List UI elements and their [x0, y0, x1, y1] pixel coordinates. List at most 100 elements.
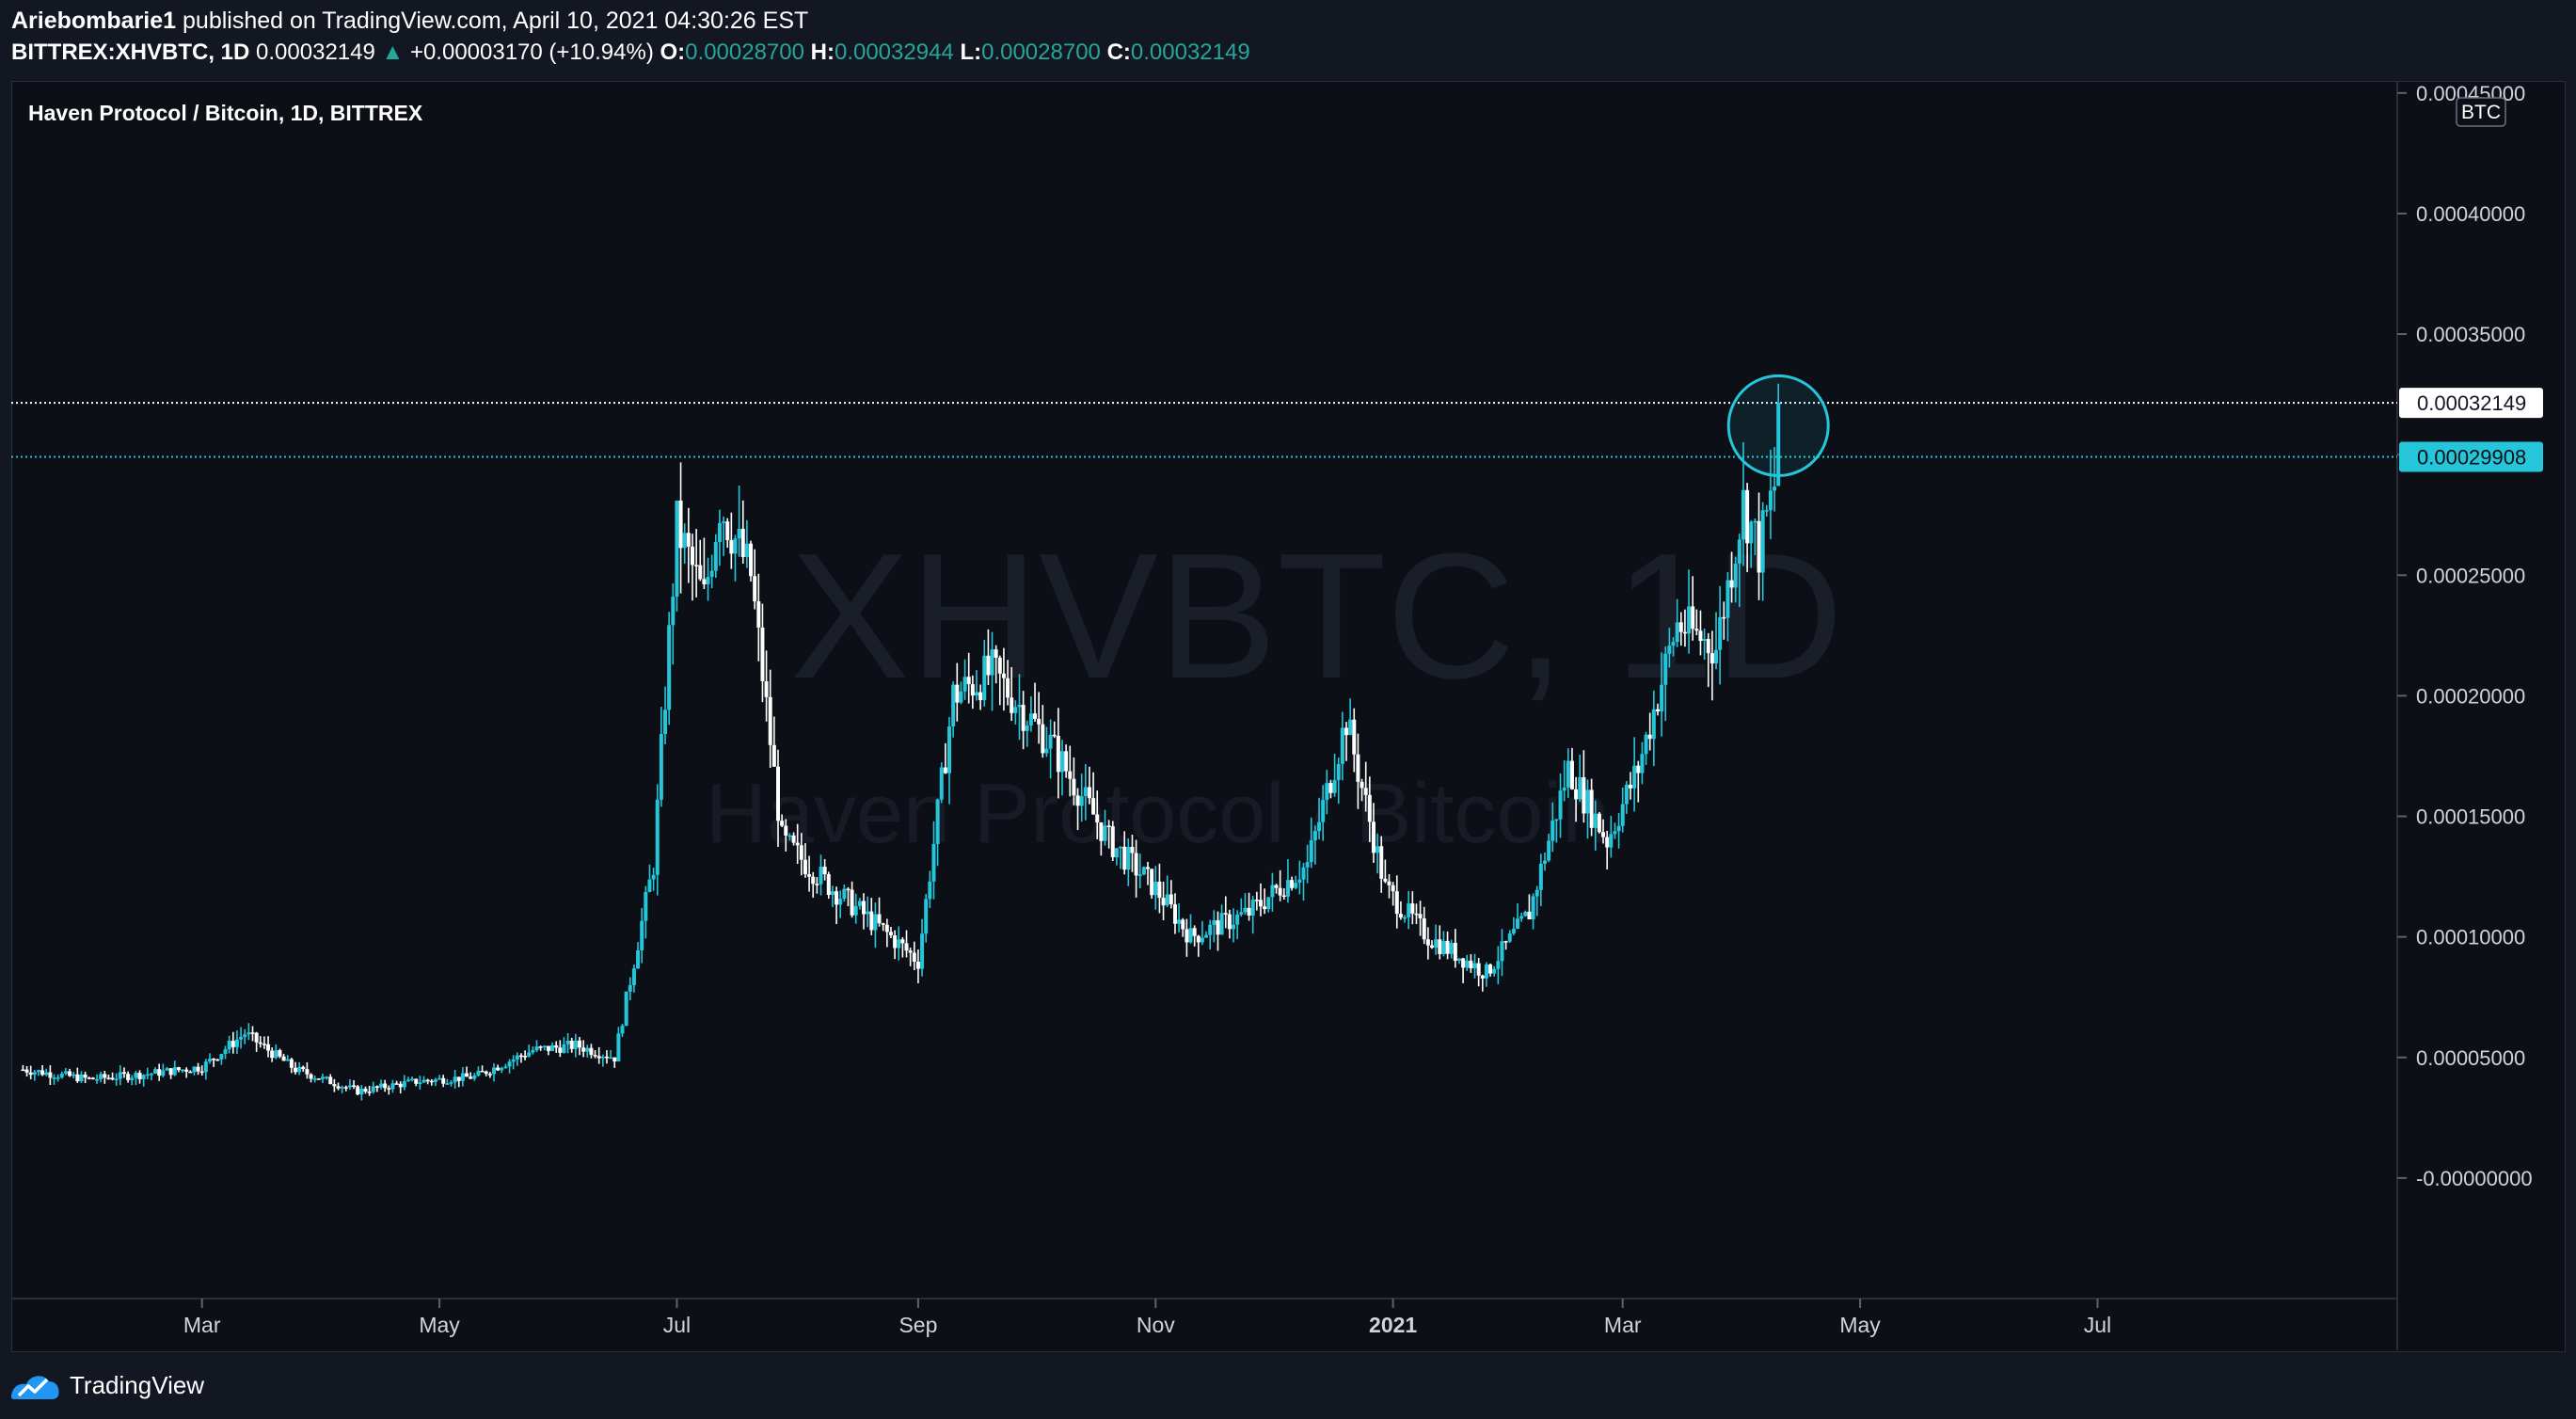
candle-body: [1465, 960, 1470, 968]
candle-body: [644, 891, 648, 921]
candle-body: [970, 684, 975, 696]
candle-body: [465, 1073, 469, 1077]
candle-body: [405, 1079, 410, 1082]
candle-body: [1188, 928, 1193, 943]
candle-body: [1593, 813, 1598, 828]
candle-body: [1312, 831, 1317, 841]
candle-body: [663, 710, 668, 735]
x-tick-label: Mar: [183, 1313, 221, 1337]
author-name[interactable]: Ariebombarie1: [11, 8, 177, 34]
candle-body: [1469, 960, 1473, 969]
candle-body: [1185, 929, 1189, 943]
candle-body: [717, 522, 722, 543]
candle-body: [1472, 963, 1477, 969]
candle-body: [1146, 867, 1151, 869]
candle-body: [52, 1077, 56, 1079]
candle-body: [1137, 874, 1142, 876]
candle-body: [79, 1074, 84, 1082]
candle-body: [744, 543, 749, 557]
candle-body: [600, 1056, 605, 1059]
candle-body: [655, 799, 660, 875]
candle-body: [281, 1056, 286, 1061]
candle-body: [1352, 719, 1357, 755]
candle-body: [1087, 787, 1091, 799]
candle-body: [1414, 913, 1419, 916]
candle-body: [931, 843, 936, 882]
candle-body: [947, 726, 952, 773]
candle-body: [1181, 919, 1185, 930]
candle-body: [756, 601, 761, 628]
candle-body: [1691, 606, 1695, 630]
candle-body: [1682, 631, 1687, 634]
highlight-circle[interactable]: [1726, 374, 1830, 477]
candle-body: [1064, 751, 1069, 772]
low-label: L:: [960, 40, 982, 65]
price-axis[interactable]: 0.000450000.000400000.000350000.00030000…: [2397, 82, 2533, 1190]
candle-body: [1527, 911, 1532, 920]
candle-body: [1223, 913, 1228, 915]
candle-body: [1632, 765, 1637, 789]
candle-body: [542, 1045, 547, 1048]
candle-body: [935, 799, 940, 844]
footer-brand[interactable]: TradingView: [9, 1369, 204, 1401]
candle-body: [487, 1074, 492, 1076]
candle-body: [343, 1087, 348, 1089]
candle-body: [379, 1083, 384, 1088]
candle-body: [332, 1084, 337, 1087]
candle-body: [1410, 903, 1415, 914]
candle-body: [90, 1077, 95, 1079]
candle-body: [1021, 705, 1026, 731]
candle-body: [203, 1061, 208, 1073]
candle-body: [862, 901, 867, 915]
candle-body: [1601, 832, 1606, 837]
candle-body: [1325, 783, 1329, 801]
candle-body: [1122, 846, 1127, 870]
x-tick-label: May: [1839, 1313, 1881, 1337]
candle-body: [1449, 943, 1454, 954]
candle-body: [72, 1074, 76, 1076]
candle-body: [729, 539, 734, 554]
candle-body: [1270, 885, 1275, 898]
candle-body: [1569, 760, 1574, 789]
candle-body: [110, 1077, 115, 1080]
candle-body: [437, 1077, 442, 1080]
candle-body: [1294, 883, 1298, 888]
y-tick-label: 0.00025000: [2416, 564, 2525, 587]
candle-body: [803, 859, 807, 875]
candle-body: [387, 1088, 391, 1090]
time-axis[interactable]: Mar May Jul Sep Nov 2021 Mar May Jul: [183, 1299, 2111, 1337]
candle-body: [192, 1066, 197, 1073]
candle-body: [367, 1092, 372, 1093]
candle-body: [1624, 784, 1629, 805]
candle-body: [21, 1069, 25, 1072]
candle-body: [1227, 914, 1232, 930]
candle-body: [1309, 840, 1313, 863]
candle-body: [1597, 813, 1601, 833]
candle-body: [924, 899, 929, 934]
candle-body: [161, 1070, 166, 1076]
currency-badge[interactable]: BTC: [2456, 97, 2506, 127]
candle-body: [1017, 705, 1022, 708]
candle-body: [234, 1039, 239, 1047]
candle-body: [250, 1032, 255, 1034]
candle-body: [511, 1059, 516, 1062]
candle-body: [1616, 825, 1621, 832]
horizontal-lines[interactable]: [11, 402, 2397, 458]
chart-frame[interactable]: [11, 81, 2566, 1352]
change-arrow-icon: ▲: [381, 40, 405, 65]
tradingview-logo-icon: [11, 1376, 59, 1399]
candle-body: [733, 538, 738, 554]
candle-body: [939, 767, 944, 800]
candle-body: [1219, 913, 1224, 935]
candle-body: [573, 1040, 578, 1049]
candle-body: [671, 597, 676, 626]
candle-body: [24, 1069, 29, 1073]
candle-body: [815, 884, 819, 885]
candle-body: [1114, 848, 1119, 858]
candle-body: [328, 1076, 333, 1085]
candle-body: [363, 1089, 368, 1092]
candle-body: [1398, 914, 1403, 918]
candle-body: [491, 1067, 496, 1075]
candle-body: [1542, 860, 1547, 864]
